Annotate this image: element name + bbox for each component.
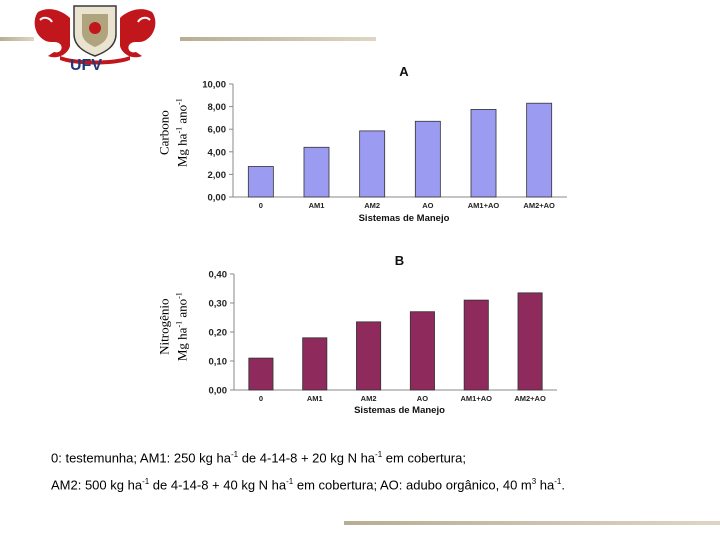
chart-b-ytick-label: 0,10 [209, 357, 228, 368]
chart-a-ytick-label: 2,00 [208, 170, 227, 181]
chart-b-title: B [395, 253, 404, 268]
chart-a-xlabel: Sistemas de Manejo [359, 213, 450, 224]
chart-b-xtick-label: AM1 [307, 394, 323, 403]
chart-a-xtick-label: AM2 [364, 201, 380, 210]
chart-b-xtick-label: AO [417, 394, 428, 403]
chart-b-bar [517, 292, 543, 391]
chart-a-ytick-label: 6,00 [208, 125, 227, 136]
chart-b-xlabel: Sistemas de Manejo [354, 405, 445, 416]
chart-b-ytick-label: 0,20 [209, 328, 228, 339]
bottom-rule [344, 521, 720, 525]
top-left-rule [0, 37, 34, 41]
chart-b-xtick-label: AM1+AO [461, 394, 493, 403]
ufv-logo [34, 5, 156, 65]
chart-a-xtick-label: AM1+AO [468, 201, 500, 210]
chart-b-xtick-label: AM2+AO [514, 394, 546, 403]
chart-b-bar [409, 311, 435, 391]
chart-b-bar [463, 299, 489, 391]
chart-b-bar [356, 321, 382, 391]
chart-b-ytick-label: 0,00 [209, 386, 228, 397]
caption-line-1: 0: testemunha; AM1: 250 kg ha-1 de 4-14-… [51, 450, 466, 466]
chart-b-bar [302, 337, 328, 391]
chart-b-ytick-label: 0,30 [209, 299, 228, 310]
chart-a-bar [526, 102, 553, 198]
chart-a-ytick-label: 10,00 [202, 80, 226, 91]
chart-b-bar [248, 357, 274, 391]
chart-a-bar [414, 120, 441, 198]
chart-a-title: A [399, 64, 409, 79]
chart-a-bar [359, 130, 386, 198]
chart-b: 0,00 0,10 0,20 0,30 0,40 0 AM1 AM2 AO AM1+AO AM2+A… [209, 253, 557, 416]
chart-a-ytick-label: 4,00 [208, 147, 227, 158]
chart-a-ytick-label: 0,00 [208, 193, 227, 204]
chart-a-xtick-label: AM2+AO [523, 201, 555, 210]
chart-b-xtick-label: 0 [259, 394, 263, 403]
chart-a-bar [247, 166, 274, 198]
chart-a-xtick-label: AO [422, 201, 433, 210]
chart-a-bar [470, 109, 497, 198]
chart-a-xtick-label: 0 [259, 201, 263, 210]
chart-a: 0,00 2,00 4,00 6,00 8,00 10,00 0 AM1 AM2 AO AM1+AO… [202, 64, 567, 224]
chart-b-ytick-label: 0,40 [209, 270, 228, 281]
logo-text: UFV [70, 57, 102, 74]
caption-line-2: AM2: 500 kg ha-1 de 4-14-8 + 40 kg N ha-… [51, 477, 566, 493]
chart-a-bar [303, 146, 330, 198]
chart-a-xtick-label: AM1 [309, 201, 325, 210]
chart-b-xtick-label: AM2 [361, 394, 377, 403]
top-right-rule [180, 37, 376, 41]
chart-a-ytick-label: 8,00 [208, 102, 227, 113]
